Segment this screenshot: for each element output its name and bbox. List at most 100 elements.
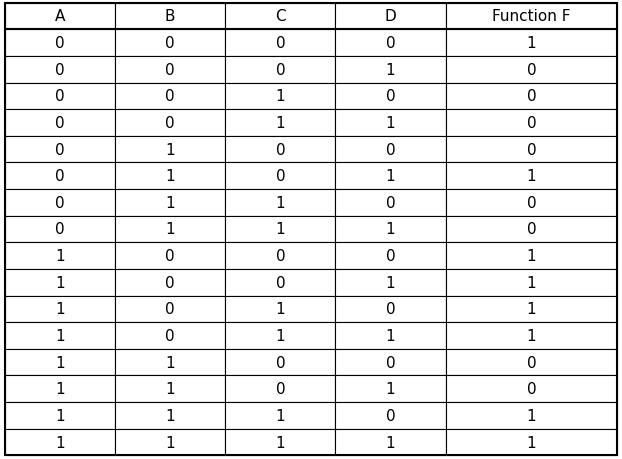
Text: 1: 1 — [55, 275, 65, 290]
Text: D: D — [384, 10, 396, 24]
Text: 0: 0 — [276, 275, 285, 290]
Bar — [445, 269, 617, 296]
Bar — [5, 429, 115, 455]
Bar — [225, 190, 335, 216]
Text: 0: 0 — [527, 355, 536, 370]
Text: 1: 1 — [386, 116, 396, 131]
Text: 0: 0 — [527, 116, 536, 131]
Bar — [115, 30, 225, 57]
Text: 1: 1 — [386, 169, 396, 184]
Text: 0: 0 — [55, 36, 65, 51]
Bar — [225, 163, 335, 190]
Text: 1: 1 — [276, 196, 285, 210]
Text: 0: 0 — [527, 62, 536, 78]
Text: 1: 1 — [276, 408, 285, 423]
Bar — [225, 57, 335, 84]
Text: 1: 1 — [527, 408, 536, 423]
Text: 1: 1 — [55, 328, 65, 343]
Text: B: B — [165, 10, 175, 24]
Bar — [335, 402, 445, 429]
Text: 1: 1 — [165, 169, 175, 184]
Bar — [225, 216, 335, 243]
Text: 1: 1 — [527, 169, 536, 184]
Bar — [335, 349, 445, 375]
Text: 0: 0 — [276, 381, 285, 397]
Bar — [115, 269, 225, 296]
Text: 1: 1 — [386, 435, 396, 449]
Bar — [335, 4, 445, 30]
Text: 0: 0 — [386, 89, 396, 104]
Bar — [115, 163, 225, 190]
Text: 0: 0 — [527, 381, 536, 397]
Bar — [115, 57, 225, 84]
Bar — [5, 269, 115, 296]
Bar — [5, 402, 115, 429]
Bar — [445, 30, 617, 57]
Bar — [115, 136, 225, 163]
Bar — [225, 136, 335, 163]
Bar — [225, 269, 335, 296]
Bar — [445, 110, 617, 136]
Bar — [445, 402, 617, 429]
Bar — [115, 216, 225, 243]
Bar — [335, 84, 445, 110]
Text: 0: 0 — [55, 222, 65, 237]
Bar — [445, 190, 617, 216]
Bar — [335, 136, 445, 163]
Bar — [445, 163, 617, 190]
Text: 1: 1 — [276, 116, 285, 131]
Text: 0: 0 — [55, 62, 65, 78]
Bar — [115, 4, 225, 30]
Text: 1: 1 — [165, 435, 175, 449]
Text: 1: 1 — [165, 408, 175, 423]
Text: 0: 0 — [55, 116, 65, 131]
Text: 0: 0 — [386, 355, 396, 370]
Text: 0: 0 — [165, 249, 175, 263]
Bar — [5, 30, 115, 57]
Bar — [5, 375, 115, 402]
Bar — [115, 84, 225, 110]
Text: 0: 0 — [527, 142, 536, 157]
Text: 1: 1 — [55, 355, 65, 370]
Text: 0: 0 — [527, 196, 536, 210]
Bar — [5, 349, 115, 375]
Bar — [445, 349, 617, 375]
Bar — [335, 30, 445, 57]
Text: 0: 0 — [386, 36, 396, 51]
Text: 1: 1 — [386, 381, 396, 397]
Text: 0: 0 — [165, 328, 175, 343]
Text: 0: 0 — [55, 169, 65, 184]
Text: 1: 1 — [165, 196, 175, 210]
Text: 0: 0 — [386, 249, 396, 263]
Text: 1: 1 — [527, 36, 536, 51]
Bar — [115, 110, 225, 136]
Bar — [335, 216, 445, 243]
Bar — [115, 243, 225, 269]
Bar — [335, 163, 445, 190]
Text: 1: 1 — [55, 249, 65, 263]
Bar — [5, 296, 115, 323]
Bar — [445, 296, 617, 323]
Bar — [115, 296, 225, 323]
Bar — [115, 349, 225, 375]
Text: 0: 0 — [386, 142, 396, 157]
Text: 1: 1 — [527, 249, 536, 263]
Bar — [5, 4, 115, 30]
Text: 1: 1 — [165, 355, 175, 370]
Text: 1: 1 — [55, 435, 65, 449]
Text: 1: 1 — [386, 222, 396, 237]
Bar — [335, 429, 445, 455]
Bar — [335, 375, 445, 402]
Text: 0: 0 — [276, 142, 285, 157]
Text: 1: 1 — [386, 328, 396, 343]
Bar — [335, 190, 445, 216]
Bar — [445, 216, 617, 243]
Text: 1: 1 — [165, 381, 175, 397]
Bar — [445, 4, 617, 30]
Bar — [115, 402, 225, 429]
Bar — [225, 323, 335, 349]
Bar — [115, 323, 225, 349]
Bar — [5, 190, 115, 216]
Text: Function F: Function F — [492, 10, 570, 24]
Bar — [445, 84, 617, 110]
